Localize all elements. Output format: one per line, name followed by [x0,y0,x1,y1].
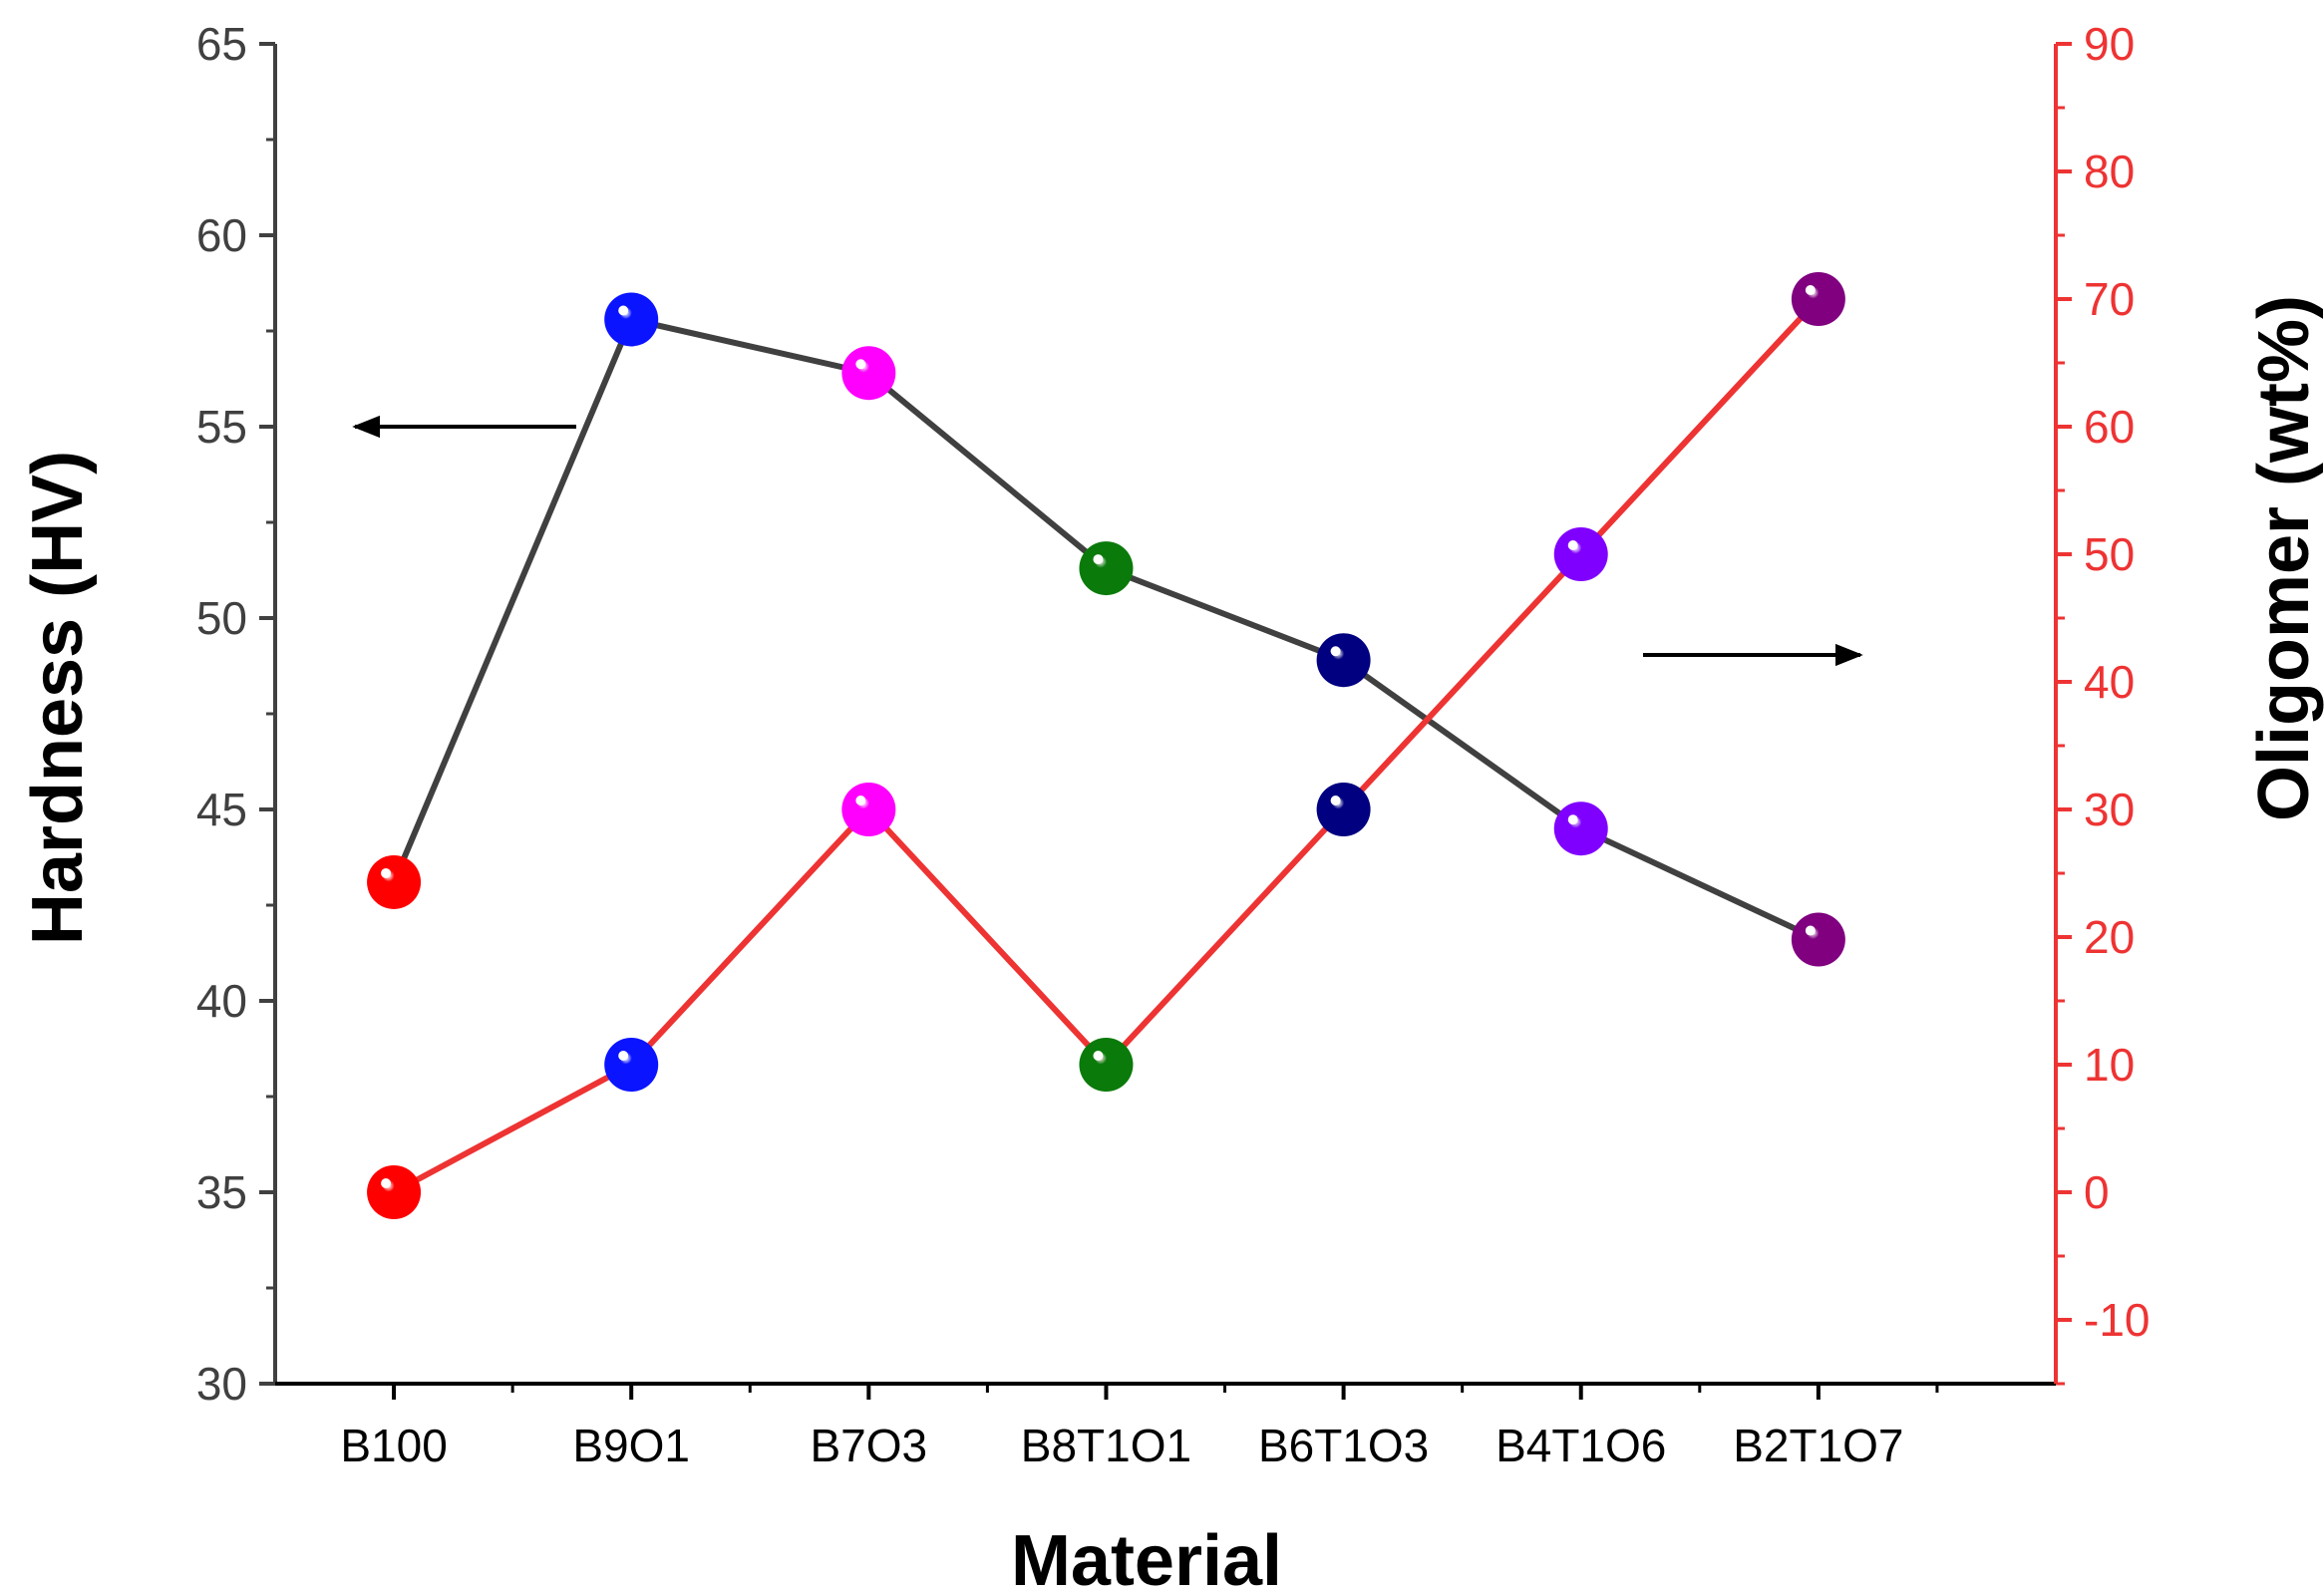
x-tick-label: B100 [340,1420,447,1471]
axes-layer: 30 35 40 45 50 55 60 65 -10 0 10 20 30 40 50 60 70 80 90 B1… [196,18,2151,1471]
data-point-series2-b6t1o3 [1316,783,1371,836]
right-tick-label: 80 [2084,146,2135,197]
data-point-series2-b2t1o7 [1791,272,1845,326]
data-point-series1-b7o3 [841,346,896,401]
x-tick-label: B8T1O1 [1021,1420,1191,1471]
data-point-highlight [381,1178,392,1188]
left-tick-label: 45 [196,784,247,835]
data-point-highlight [618,305,629,316]
left-tick-label: 50 [196,592,247,644]
data-point-highlight [855,359,866,370]
x-tick-label: B9O1 [572,1420,690,1471]
left-axis-title: Hardness (HV) [18,451,98,945]
x-tick-label: B2T1O7 [1733,1420,1903,1471]
annotation-layer [352,415,1863,667]
data-point-highlight [1805,925,1816,936]
data-point-highlight [1330,796,1341,805]
x-tick-label: B4T1O6 [1495,1420,1666,1471]
data-point-series1-b2t1o7 [1791,912,1845,967]
right-axis-title: Oligomer (wt%) [2244,295,2324,821]
right-tick-label: 10 [2084,1039,2135,1091]
right-tick-label: 0 [2084,1166,2110,1218]
right-tick-label: 40 [2084,656,2135,708]
left-tick-label: 40 [196,975,247,1027]
data-point-series1-b6t1o3 [1316,633,1371,688]
right-tick-label: 50 [2084,528,2135,580]
data-point-highlight [1093,1051,1104,1061]
series-line-1 [391,316,1821,943]
left-tick-label: 55 [196,401,247,453]
data-point-highlight [1093,554,1104,565]
marker-layer [367,272,1845,1219]
left-tick-label: 35 [196,1166,247,1218]
data-point-highlight [1567,540,1578,550]
data-point-series1-b9o1 [604,292,659,347]
data-point-series1-b4t1o6 [1553,801,1608,856]
right-tick-label: 70 [2084,273,2135,325]
data-point-series2-b8t1o1 [1079,1038,1134,1092]
labels-layer: Material Hardness (HV) Oligomer (wt%) [18,295,2324,1595]
data-point-highlight [1805,285,1816,295]
data-point-series2-b100 [367,1165,422,1219]
x-tick-label: B7O3 [811,1420,928,1471]
x-axis-title: Material [1011,1521,1282,1595]
left-tick-label: 65 [196,18,247,70]
data-point-highlight [1330,646,1341,657]
right-tick-label: 60 [2084,401,2135,453]
left-tick-label: 60 [196,209,247,261]
x-tick-label: B6T1O3 [1258,1420,1429,1471]
data-point-highlight [381,867,392,878]
right-tick-label: -10 [2084,1294,2150,1346]
data-point-highlight [1567,814,1578,825]
right-tick-label: 30 [2084,784,2135,835]
data-point-highlight [855,796,866,805]
data-point-series2-b9o1 [604,1038,659,1092]
data-point-series2-b4t1o6 [1553,527,1608,581]
left-tick-label: 30 [196,1358,247,1410]
data-point-series1-b8t1o1 [1079,541,1134,596]
right-tick-label: 20 [2084,911,2135,963]
data-point-highlight [618,1051,629,1061]
data-point-series1-b100 [367,854,422,909]
data-point-series2-b7o3 [841,783,896,836]
right-tick-label: 90 [2084,18,2135,70]
